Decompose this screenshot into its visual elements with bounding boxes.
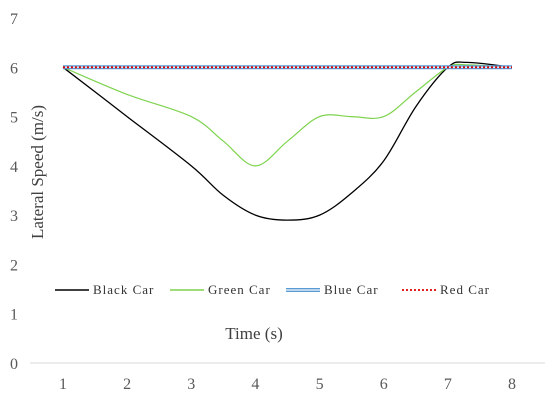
x-axis-title: Time (s)	[225, 324, 282, 343]
y-tick-label: 1	[10, 307, 18, 324]
y-tick-label: 5	[10, 110, 18, 127]
y-tick-label: 3	[10, 208, 18, 225]
x-tick-label: 6	[380, 376, 388, 393]
legend: Black Car Green Car Blue Car Red Car	[55, 282, 490, 297]
y-tick-label: 4	[10, 159, 18, 176]
legend-label-red-car: Red Car	[440, 282, 490, 297]
series-layer	[62, 61, 513, 221]
x-tick-label: 2	[123, 376, 131, 393]
legend-label-blue-car: Blue Car	[324, 282, 379, 297]
x-tick-label: 8	[508, 376, 516, 393]
legend-label-green-car: Green Car	[208, 282, 271, 297]
y-tick-label: 2	[10, 257, 18, 274]
y-tick-label: 0	[10, 356, 18, 373]
y-axis-title: Lateral Speed (m/s)	[28, 105, 47, 239]
y-tick-label: 7	[10, 11, 18, 28]
x-tick-label: 5	[316, 376, 324, 393]
y-tick-label: 6	[10, 60, 18, 77]
x-tick-label: 7	[444, 376, 452, 393]
legend-label-black-car: Black Car	[93, 282, 154, 297]
x-tick-label: 3	[187, 376, 195, 393]
x-axis-ticks: 1 2 3 4 5 6 7 8	[59, 376, 516, 393]
y-axis-ticks: 0 1 2 3 4 5 6 7	[10, 11, 18, 373]
x-tick-label: 1	[59, 376, 67, 393]
x-tick-label: 4	[251, 376, 259, 393]
green-car-line	[62, 63, 513, 167]
